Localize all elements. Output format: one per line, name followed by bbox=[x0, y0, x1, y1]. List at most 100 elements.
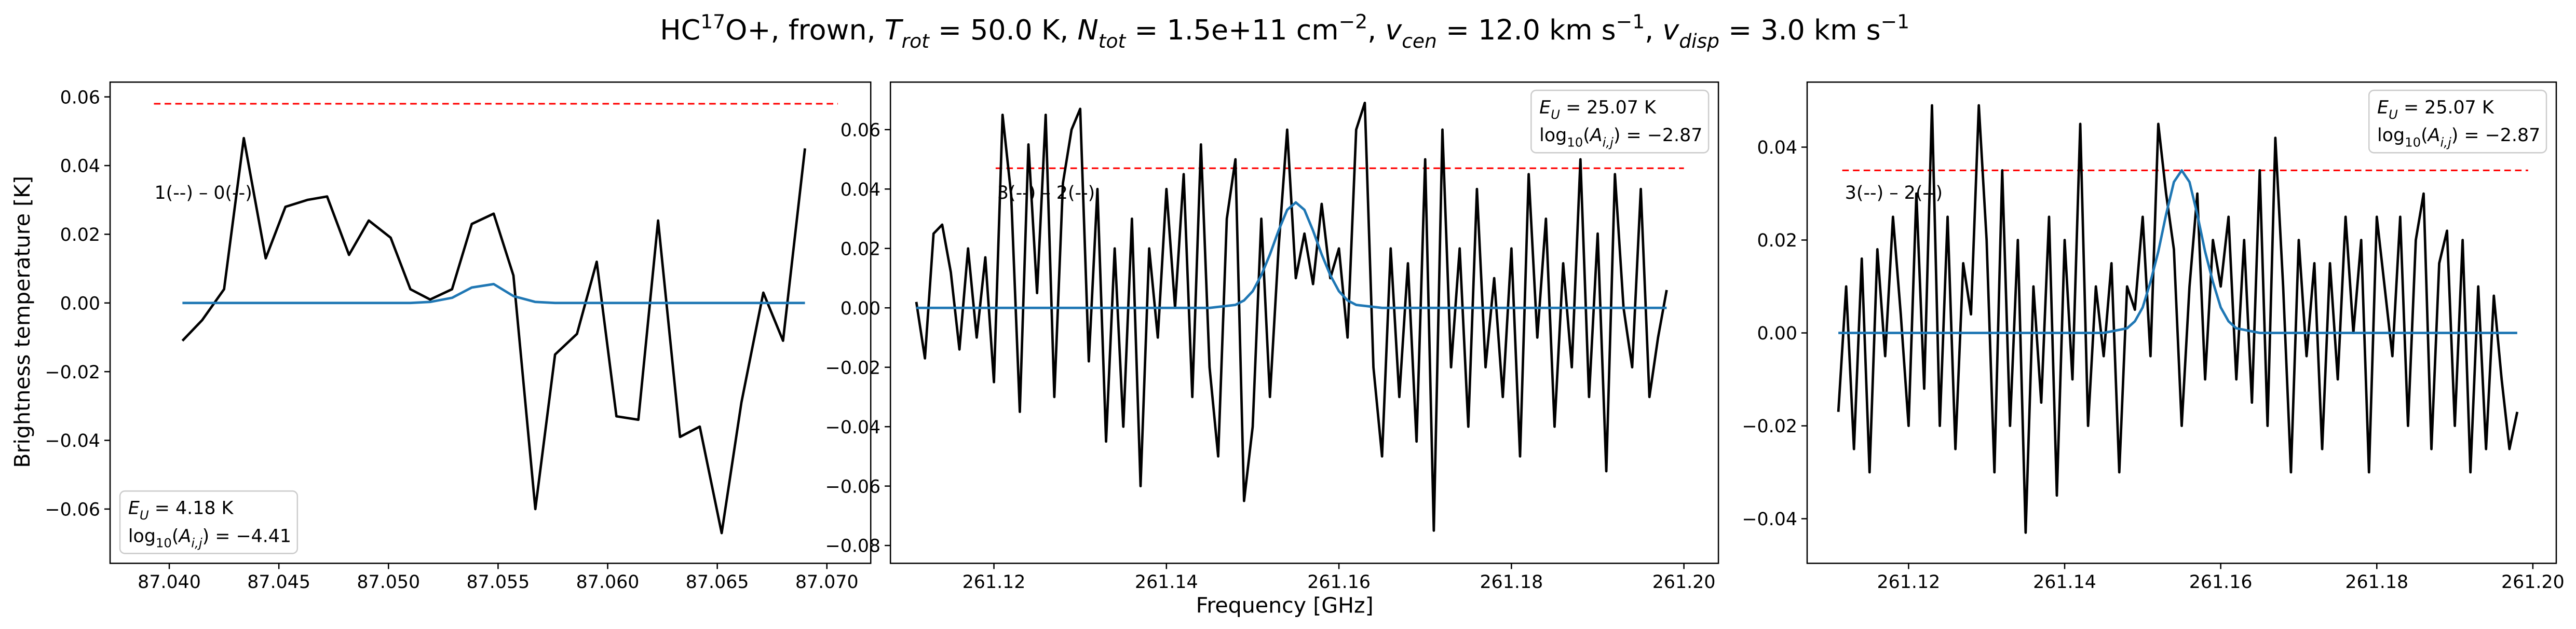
text-segment: −1 bbox=[1616, 10, 1645, 33]
info-line: EU = 25.07 K bbox=[1539, 97, 1657, 121]
spectrum-line bbox=[182, 282, 805, 305]
text-segment: 10 bbox=[1567, 135, 1583, 150]
text-segment: ) = −4.41 bbox=[202, 526, 292, 546]
text-segment: log bbox=[2377, 125, 2405, 146]
text-segment: ) = −2.87 bbox=[2451, 125, 2541, 146]
text-segment: log bbox=[1539, 125, 1567, 146]
text-segment: T bbox=[885, 13, 904, 46]
x-tick-label: 261.18 bbox=[1480, 572, 1543, 593]
y-tick-label: −0.08 bbox=[825, 536, 881, 557]
y-tick-label: 0.04 bbox=[60, 156, 100, 177]
y-tick-label: −0.04 bbox=[825, 417, 881, 438]
info-box bbox=[1530, 89, 1710, 154]
text-segment: tot bbox=[1099, 30, 1127, 52]
x-tick-label: 261.16 bbox=[2189, 572, 2253, 593]
spectrum-line bbox=[915, 101, 1668, 532]
text-segment: = 4.18 K bbox=[149, 498, 234, 518]
x-tick-label: 261.20 bbox=[1652, 572, 1716, 593]
info-line: log10(Ai,j) = −4.41 bbox=[128, 526, 291, 550]
info-line: EU = 25.07 K bbox=[2377, 97, 2494, 121]
text-segment: E bbox=[2377, 97, 2389, 118]
text-segment: i,j bbox=[191, 536, 202, 551]
y-tick-label: 0.00 bbox=[1757, 323, 1797, 344]
text-segment: O+, frown, bbox=[725, 13, 885, 46]
transition-label: 1(--) – 0(--) bbox=[155, 183, 252, 203]
x-tick-label: 261.12 bbox=[962, 572, 1026, 593]
y-tick-label: −0.04 bbox=[1742, 509, 1797, 530]
text-segment: A bbox=[178, 526, 191, 546]
text-segment: 10 bbox=[2405, 135, 2421, 150]
text-segment: i,j bbox=[2440, 135, 2451, 150]
axes-frame bbox=[1806, 81, 2557, 564]
x-tick-label: 87.040 bbox=[138, 572, 201, 593]
text-segment: 17 bbox=[700, 10, 725, 33]
text-segment: = 25.07 K bbox=[1560, 97, 1657, 118]
x-tick-label: 87.050 bbox=[357, 572, 420, 593]
y-tick-label: 0.02 bbox=[1757, 230, 1797, 251]
text-segment: A bbox=[1589, 125, 1603, 146]
text-segment: , bbox=[1367, 13, 1385, 46]
text-segment: i,j bbox=[1603, 135, 1614, 150]
y-tick-label: −0.02 bbox=[45, 362, 100, 383]
info-box bbox=[2368, 89, 2547, 154]
x-tick-label: 87.065 bbox=[686, 572, 749, 593]
x-tick-label: 87.070 bbox=[795, 572, 859, 593]
text-segment: ( bbox=[172, 526, 179, 546]
text-segment: E bbox=[128, 498, 140, 518]
subplot: 261.12 261.14 261.16 261.18 261.20 0.06 0.04 0.… bbox=[825, 81, 1719, 593]
text-segment: = 12.0 km s bbox=[1437, 13, 1616, 46]
x-tick-label: 261.18 bbox=[2345, 572, 2408, 593]
text-segment: A bbox=[2427, 125, 2441, 146]
text-segment: ) = −2.87 bbox=[1614, 125, 1703, 146]
x-tick-label: 87.060 bbox=[576, 572, 640, 593]
text-segment: HC bbox=[660, 13, 700, 46]
spectrum-line bbox=[1837, 104, 2519, 534]
figure-title: HC17O+, frown, Trot = 50.0 K, Ntot = 1.5… bbox=[660, 10, 1909, 52]
y-tick-label: −0.04 bbox=[45, 431, 100, 452]
text-segment: U bbox=[140, 508, 149, 523]
text-segment: cen bbox=[1402, 30, 1437, 52]
info-line: EU = 4.18 K bbox=[128, 498, 234, 522]
transition-label: 3(--) – 2(--) bbox=[997, 183, 1095, 203]
text-segment: N bbox=[1077, 13, 1098, 46]
text-segment: = 3.0 km s bbox=[1719, 13, 1881, 46]
info-box bbox=[119, 490, 299, 554]
y-tick-label: 0.04 bbox=[1757, 138, 1797, 158]
x-tick-label: 261.20 bbox=[2501, 572, 2565, 593]
text-segment: ( bbox=[2421, 125, 2428, 146]
y-tick-label: 0.02 bbox=[60, 225, 100, 245]
text-segment: disp bbox=[1679, 30, 1719, 52]
y-tick-label: −0.02 bbox=[1742, 416, 1797, 437]
text-segment: = 25.07 K bbox=[2398, 97, 2494, 118]
y-axis-label: Brightness temperature [K] bbox=[10, 176, 35, 468]
transition-label: 3(--) – 2(--) bbox=[1845, 183, 1943, 203]
subplot: 261.12 261.14 261.16 261.18 261.20 0.04 0.02 0.… bbox=[1742, 81, 2565, 593]
y-tick-label: 0.00 bbox=[840, 298, 880, 319]
text-segment: , bbox=[1645, 13, 1662, 46]
x-axis-label: Frequency [GHz] bbox=[1196, 593, 1374, 618]
spectrum-line bbox=[181, 136, 806, 535]
text-segment: −2 bbox=[1339, 10, 1368, 33]
text-segment: log bbox=[128, 526, 156, 546]
text-segment: E bbox=[1539, 97, 1551, 118]
x-tick-label: 261.12 bbox=[1877, 572, 1941, 593]
spectrum-line bbox=[916, 201, 1667, 309]
info-line: log10(Ai,j) = −2.87 bbox=[2377, 125, 2540, 149]
y-tick-label: −0.06 bbox=[825, 476, 881, 497]
subplot: 87.040 87.045 87.050 87.055 87.060 87.065 87.0… bbox=[45, 81, 872, 593]
axes-frame bbox=[889, 81, 1719, 564]
axes-frame bbox=[109, 81, 872, 564]
text-segment: v bbox=[1662, 13, 1679, 46]
y-tick-label: 0.02 bbox=[840, 239, 880, 259]
x-tick-label: 87.055 bbox=[467, 572, 530, 593]
y-tick-label: 0.00 bbox=[60, 293, 100, 314]
x-tick-label: 261.14 bbox=[1135, 572, 1198, 593]
text-segment: −1 bbox=[1881, 10, 1909, 33]
text-segment: U bbox=[2389, 107, 2398, 122]
x-tick-label: 261.16 bbox=[1307, 572, 1371, 593]
text-segment: = 1.5e+11 cm bbox=[1126, 13, 1338, 46]
text-segment: v bbox=[1385, 13, 1402, 46]
text-segment: = 50.0 K, bbox=[929, 13, 1078, 46]
